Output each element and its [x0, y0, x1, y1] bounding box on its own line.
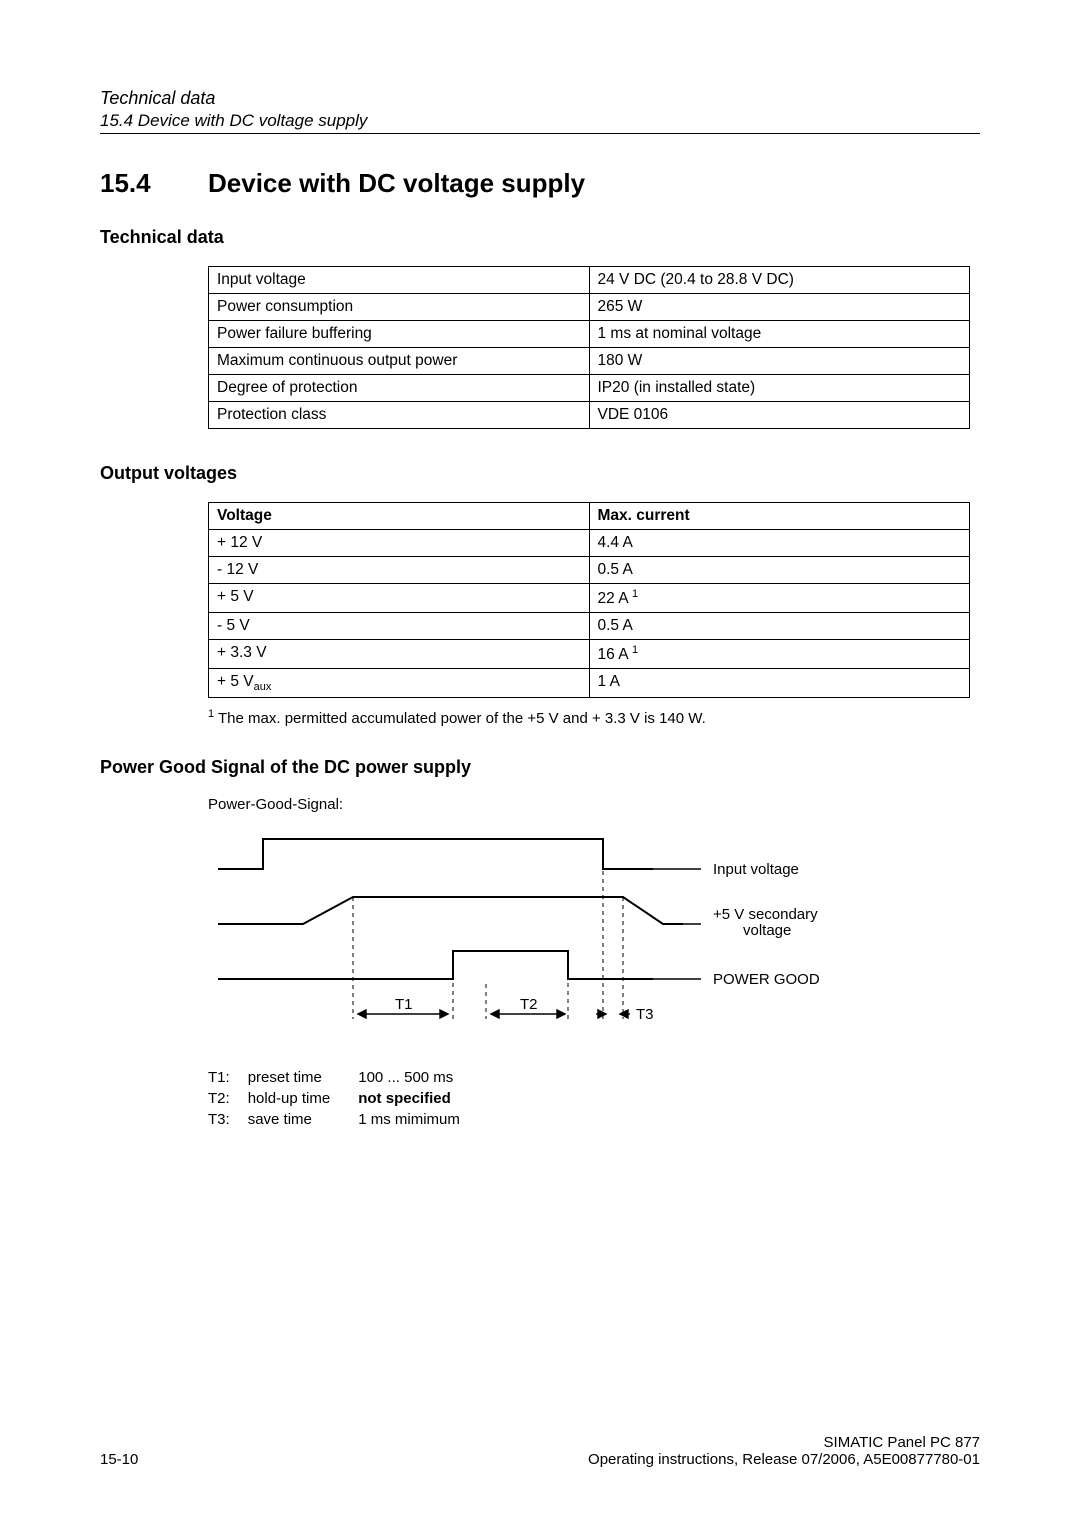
table-row: + 5 V22 A 1: [209, 584, 970, 613]
label-t3: T3: [636, 1006, 654, 1023]
td-label: Degree of protection: [209, 375, 590, 402]
output-voltages-footnote: 1 The max. permitted accumulated power o…: [208, 708, 970, 727]
output-voltages-table: Voltage Max. current + 12 V4.4 A- 12 V0.…: [208, 502, 970, 698]
table-row: + 12 V4.4 A: [209, 530, 970, 557]
running-head-section: Technical data: [100, 88, 980, 109]
label-power-good: POWER GOOD: [713, 971, 820, 988]
section-title: Device with DC voltage supply: [208, 168, 585, 199]
legend-key: T2:: [208, 1088, 248, 1109]
legend-key: T1:: [208, 1067, 248, 1088]
footer-product: SIMATIC Panel PC 877: [588, 1434, 980, 1451]
legend-row: T3:save time1 ms mimimum: [208, 1109, 460, 1130]
td-value: VDE 0106: [589, 402, 970, 429]
label-secondary: +5 V secondary voltage: [713, 906, 822, 939]
td-label: Power failure buffering: [209, 321, 590, 348]
label-input-voltage: Input voltage: [713, 861, 799, 878]
td-value: 1 ms at nominal voltage: [589, 321, 970, 348]
legend-name: preset time: [248, 1067, 359, 1088]
running-head-subsection: 15.4 Device with DC voltage supply: [100, 111, 980, 131]
section-heading: 15.4 Device with DC voltage supply: [100, 168, 980, 199]
table-row: Input voltage24 V DC (20.4 to 28.8 V DC): [209, 267, 970, 294]
ov-col-current: Max. current: [589, 503, 970, 530]
header-rule: [100, 133, 980, 134]
table-row: Maximum continuous output power180 W: [209, 348, 970, 375]
td-value: 24 V DC (20.4 to 28.8 V DC): [589, 267, 970, 294]
page-footer: 15-10 SIMATIC Panel PC 877 Operating ins…: [100, 1434, 980, 1468]
td-voltage: + 3.3 V: [209, 640, 590, 669]
legend-row: T1:preset time100 ... 500 ms: [208, 1067, 460, 1088]
td-value: 265 W: [589, 294, 970, 321]
table-row: Power failure buffering1 ms at nominal v…: [209, 321, 970, 348]
td-voltage: + 5 Vaux: [209, 669, 590, 698]
legend-row: T2:hold-up timenot specified: [208, 1088, 460, 1109]
footer-page-number: 15-10: [100, 1451, 138, 1468]
section-number: 15.4: [100, 168, 208, 199]
td-value: IP20 (in installed state): [589, 375, 970, 402]
legend-name: save time: [248, 1109, 359, 1130]
output-voltages-heading: Output voltages: [100, 463, 980, 484]
td-voltage: + 12 V: [209, 530, 590, 557]
table-row: + 3.3 V16 A 1: [209, 640, 970, 669]
td-current: 1 A: [589, 669, 970, 698]
legend-value: not specified: [358, 1088, 460, 1109]
legend-name: hold-up time: [248, 1088, 359, 1109]
power-good-heading: Power Good Signal of the DC power supply: [100, 757, 980, 778]
legend-value: 1 ms mimimum: [358, 1109, 460, 1130]
table-row: Degree of protectionIP20 (in installed s…: [209, 375, 970, 402]
table-row: - 5 V0.5 A: [209, 613, 970, 640]
td-current: 16 A 1: [589, 640, 970, 669]
legend-value: 100 ... 500 ms: [358, 1067, 460, 1088]
td-current: 0.5 A: [589, 613, 970, 640]
power-good-diagram: Input voltage +5 V secondary voltage POW…: [208, 819, 888, 1044]
legend-key: T3:: [208, 1109, 248, 1130]
power-good-caption: Power-Good-Signal:: [208, 796, 980, 813]
td-label: Protection class: [209, 402, 590, 429]
td-current: 22 A 1: [589, 584, 970, 613]
table-row: Power consumption265 W: [209, 294, 970, 321]
table-row: + 5 Vaux1 A: [209, 669, 970, 698]
td-current: 4.4 A: [589, 530, 970, 557]
ov-col-voltage: Voltage: [209, 503, 590, 530]
td-value: 180 W: [589, 348, 970, 375]
tech-data-heading: Technical data: [100, 227, 980, 248]
footer-docinfo: Operating instructions, Release 07/2006,…: [588, 1451, 980, 1468]
td-label: Maximum continuous output power: [209, 348, 590, 375]
label-t1: T1: [395, 996, 413, 1013]
power-good-legend: T1:preset time100 ... 500 msT2:hold-up t…: [208, 1067, 980, 1130]
footnote-text: The max. permitted accumulated power of …: [214, 710, 706, 727]
td-voltage: - 5 V: [209, 613, 590, 640]
td-voltage: + 5 V: [209, 584, 590, 613]
label-t2: T2: [520, 996, 538, 1013]
table-row: Protection classVDE 0106: [209, 402, 970, 429]
td-current: 0.5 A: [589, 557, 970, 584]
tech-data-table: Input voltage24 V DC (20.4 to 28.8 V DC)…: [208, 266, 970, 429]
td-label: Input voltage: [209, 267, 590, 294]
td-label: Power consumption: [209, 294, 590, 321]
td-voltage: - 12 V: [209, 557, 590, 584]
table-row: - 12 V0.5 A: [209, 557, 970, 584]
